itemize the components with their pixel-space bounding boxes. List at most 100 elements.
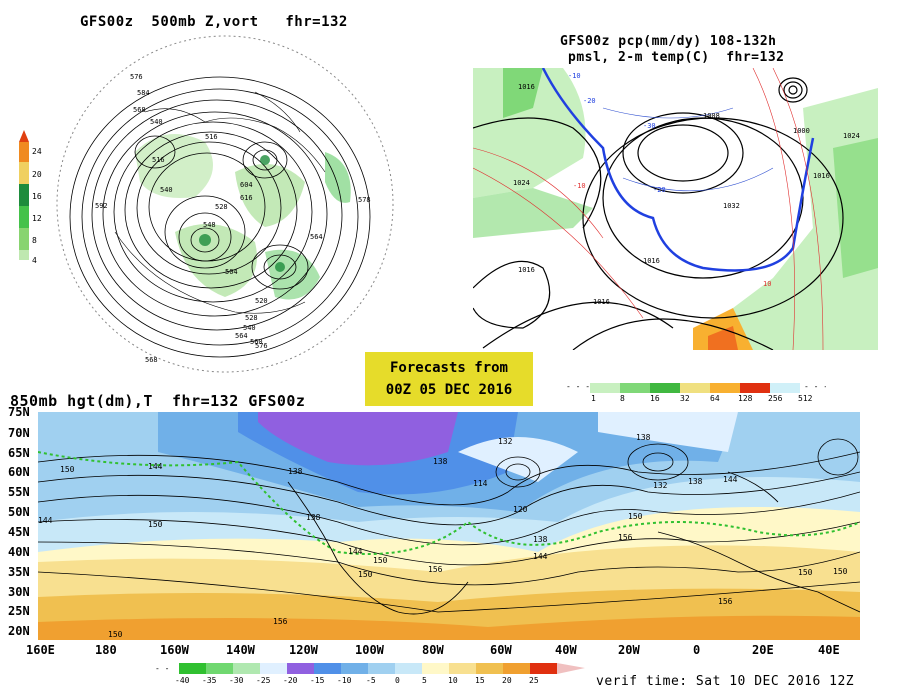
polar-title: GFS00z 500mb Z,vort fhr=132 [80,14,348,30]
svg-text:144: 144 [148,462,163,471]
svg-text:138: 138 [636,433,651,442]
svg-text:1016: 1016 [813,172,830,180]
pcp-tick: 512 [798,394,813,403]
svg-text:1032: 1032 [723,202,740,210]
temp-tick: -5 [366,676,376,685]
svg-text:150: 150 [60,465,75,474]
lon-label: 160W [160,643,189,657]
svg-text:576: 576 [255,342,268,350]
svg-text:150: 150 [358,570,373,579]
svg-text:516: 516 [152,156,165,164]
svg-text:548: 548 [203,221,216,229]
svg-text:138: 138 [688,477,703,486]
vort-tick: 16 [32,192,42,201]
na-title-line2: pmsl, 2-m temp(C) fhr=132 [568,50,785,65]
lon-label: 40W [555,643,577,657]
world-850mb-map: 150 144 144 150 138 138 132 114 120 132 138 144 … [38,412,860,640]
svg-text:564: 564 [310,233,323,241]
lat-label: 70N [8,426,30,440]
svg-text:1000: 1000 [793,127,810,135]
lat-label: 30N [8,585,30,599]
lat-label: 75N [8,405,30,419]
vort-tick: 8 [32,236,37,245]
pcp-tick: 128 [738,394,753,403]
vort-tick: 12 [32,214,42,223]
forecast-line1: Forecasts from [389,360,508,376]
svg-text:516: 516 [205,133,218,141]
pcp-colorbar: - - - - - - [566,381,828,397]
svg-text:1016: 1016 [518,83,535,91]
lat-label: 65N [8,446,30,460]
temp-tick: 25 [529,676,539,685]
svg-text:156: 156 [428,565,443,574]
lat-label: 45N [8,525,30,539]
lat-label: 20N [8,624,30,638]
verif-time: verif time: Sat 10 DEC 2016 12Z [596,674,855,689]
svg-text:604: 604 [240,181,253,189]
svg-text:144: 144 [533,552,548,561]
svg-text:- -: - - [155,664,169,673]
pcp-tick: 16 [650,394,660,403]
svg-text:10: 10 [763,280,771,288]
lon-label: 120W [289,643,318,657]
svg-text:578: 578 [358,196,371,204]
temp-tick: -30 [229,676,244,685]
svg-text:120: 120 [513,505,528,514]
lat-label: 25N [8,604,30,618]
svg-text:616: 616 [240,194,253,202]
svg-text:540: 540 [150,118,163,126]
pcp-tick: 32 [680,394,690,403]
temp-tick: -40 [175,676,190,685]
svg-text:150: 150 [373,556,388,565]
lon-label: 100W [355,643,384,657]
svg-text:1024: 1024 [843,132,860,140]
svg-text:1024: 1024 [513,179,530,187]
svg-text:156: 156 [718,597,733,606]
svg-text:1008: 1008 [703,112,720,120]
svg-text:156: 156 [618,533,633,542]
lon-label: 60W [490,643,512,657]
svg-text:144: 144 [348,547,363,556]
temp-tick: -10 [337,676,352,685]
svg-text:138: 138 [433,457,448,466]
svg-text:150: 150 [798,568,813,577]
svg-text:156: 156 [273,617,288,626]
vort-tick: 24 [32,147,42,156]
temp-tick: 15 [475,676,485,685]
world-title: 850mb hgt(dm),T fhr=132 GFS00z [10,392,306,410]
svg-text:568: 568 [145,356,158,364]
svg-text:-30: -30 [643,122,656,130]
lat-label: 40N [8,545,30,559]
temp-tick: 20 [502,676,512,685]
svg-text:- - -: - - - [804,382,826,391]
lon-label: 20W [618,643,640,657]
svg-text:1016: 1016 [593,298,610,306]
vort-tick: 20 [32,170,42,179]
svg-text:-10: -10 [568,72,581,80]
svg-text:150: 150 [108,630,123,639]
svg-text:144: 144 [38,516,53,525]
svg-text:- - -: - - - [566,382,590,391]
svg-text:138: 138 [306,513,321,522]
svg-text:540: 540 [160,186,173,194]
svg-text:138: 138 [288,467,303,476]
svg-text:568: 568 [133,106,146,114]
temp-tick: -20 [283,676,298,685]
svg-text:540: 540 [243,324,256,332]
svg-text:564: 564 [235,332,248,340]
svg-text:560: 560 [250,338,263,346]
svg-text:504: 504 [225,268,238,276]
temp-tick: -15 [310,676,325,685]
svg-text:528: 528 [245,314,258,322]
svg-text:150: 150 [628,512,643,521]
forecast-line2: 00Z 05 DEC 2016 [385,382,513,398]
svg-text:132: 132 [653,481,668,490]
temp-tick: -25 [256,676,271,685]
svg-text:592: 592 [95,202,108,210]
lon-label: 160E [26,643,55,657]
pcp-tick: 256 [768,394,783,403]
svg-text:150: 150 [148,520,163,529]
lon-label: 140W [226,643,255,657]
na-title-line1: GFS00z pcp(mm/dy) 108-132h [560,34,777,49]
vort-colorbar [19,130,29,260]
